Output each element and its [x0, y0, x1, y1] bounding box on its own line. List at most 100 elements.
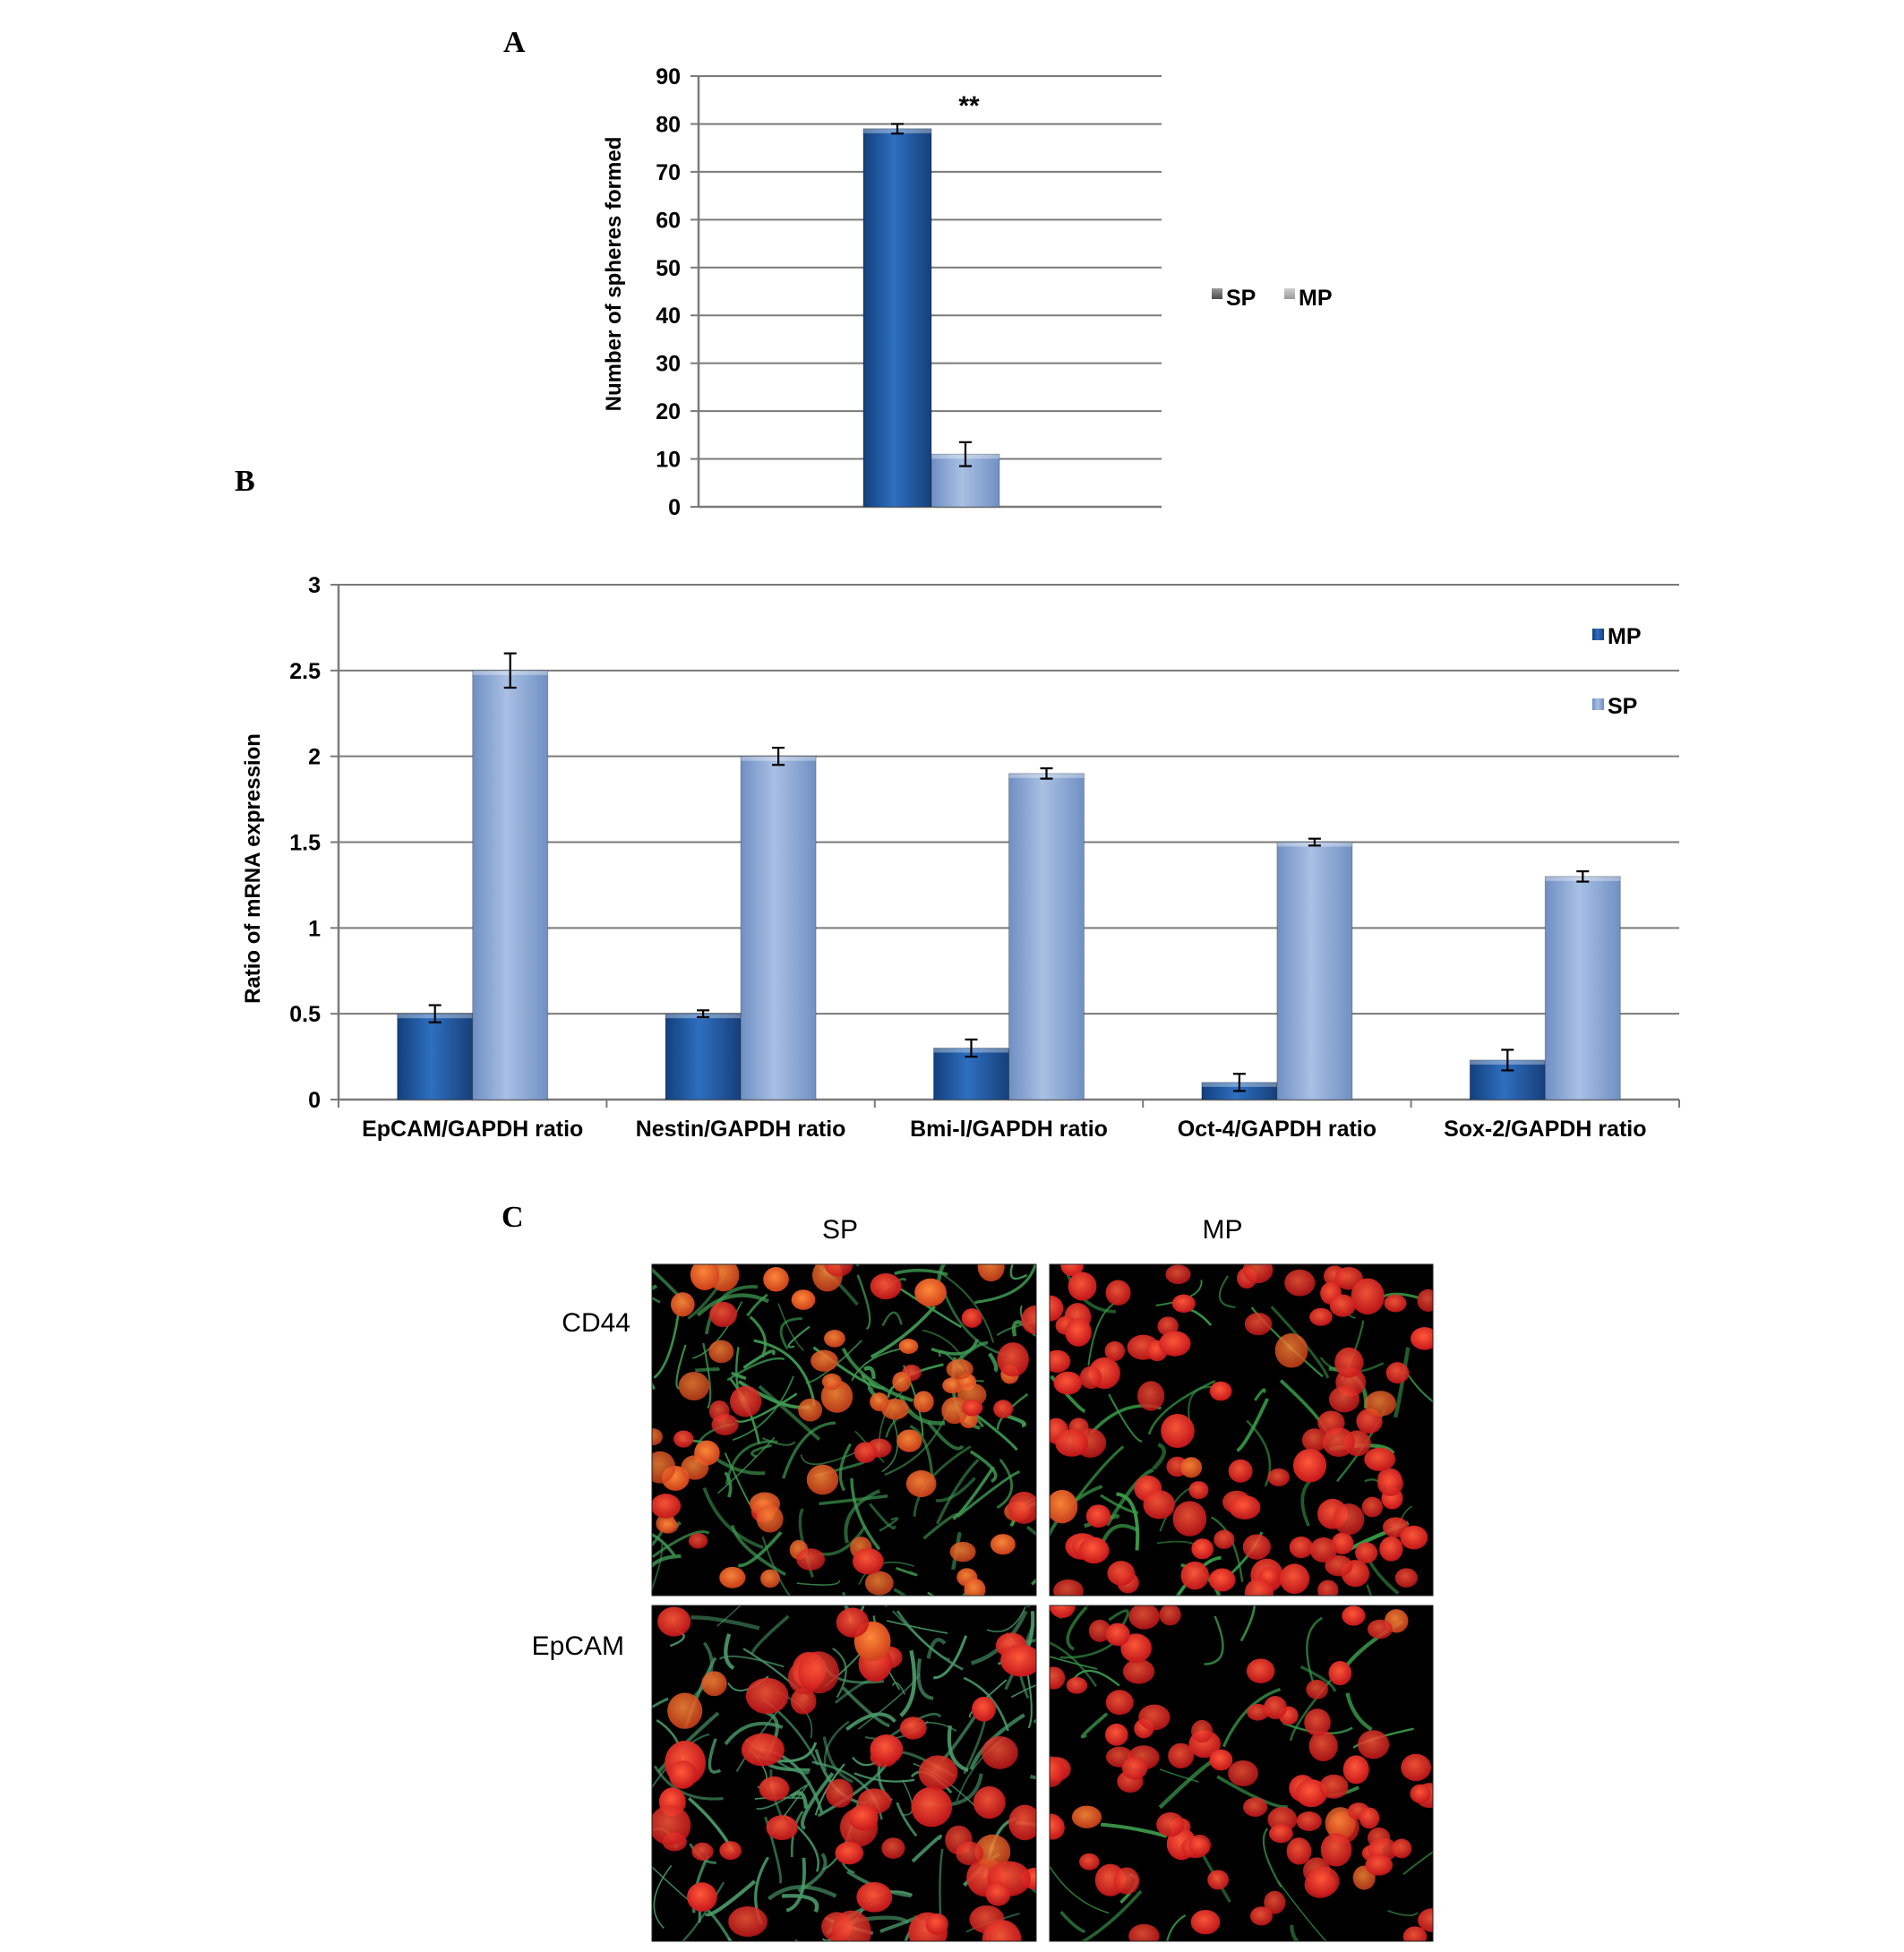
cell-nucleus	[1065, 1318, 1092, 1347]
cell-nucleus	[1307, 1866, 1340, 1896]
chart-b-bar-mp	[665, 1013, 742, 1100]
cell-membrane-stroke	[855, 1264, 860, 1267]
cell-membrane-stroke	[841, 1348, 913, 1403]
chart-b-x-tick-label: Oct-4/GAPDH ratio	[1178, 1117, 1377, 1142]
chart-b-y-axis-label: Ratio of mRNA expression	[241, 733, 265, 1004]
cell-membrane-stroke	[879, 1517, 899, 1532]
cell-nucleus	[1050, 1295, 1064, 1322]
cell-membrane-stroke	[969, 1450, 998, 1484]
cell-nucleus	[1264, 1890, 1286, 1914]
cell-nucleus	[982, 1735, 1018, 1769]
cell-nucleus	[728, 1906, 768, 1938]
chart-a-y-ticks: 0 10 20 30 40 50 60 70 80 90	[656, 64, 699, 520]
cell-nucleus	[1104, 1340, 1125, 1361]
cell-nucleus	[1333, 1503, 1365, 1536]
micrograph-cd44-sp	[651, 1263, 1037, 1597]
cell-nucleus	[1250, 1906, 1273, 1926]
cell-nucleus	[806, 1464, 839, 1495]
cell-membrane-stroke	[916, 1658, 934, 1700]
cell-membrane-stroke	[926, 1638, 947, 1659]
cell-nucleus	[1085, 1504, 1111, 1528]
cell-membrane-stroke	[947, 1725, 969, 1772]
chart-a-legend: SP MP	[1212, 286, 1333, 311]
cell-nucleus	[1325, 1807, 1356, 1840]
cell-nucleus	[1359, 1807, 1380, 1829]
cell-nucleus	[1008, 1491, 1036, 1524]
cell-nucleus	[1361, 1496, 1383, 1518]
cell-nucleus	[1246, 1658, 1275, 1683]
cell-nucleus	[1071, 1805, 1102, 1828]
cell-nucleus	[1417, 1288, 1433, 1312]
cell-nucleus	[1279, 1563, 1310, 1595]
cell-nucleus	[942, 1377, 964, 1394]
cell-nucleus	[1274, 1332, 1308, 1368]
cell-nucleus	[691, 1842, 714, 1861]
cell-membrane-stroke	[861, 1374, 877, 1389]
cell-nucleus	[709, 1301, 737, 1328]
cell-membrane-stroke	[724, 1452, 751, 1505]
cell-nucleus	[1207, 1870, 1229, 1890]
cell-nucleus	[1180, 1561, 1209, 1590]
cell-membrane-stroke	[1066, 1605, 1088, 1651]
cell-membrane-stroke	[931, 1339, 979, 1356]
cell-nucleus	[690, 1264, 720, 1290]
cell-nucleus	[1392, 1838, 1412, 1859]
cell-nucleus	[1050, 1489, 1078, 1524]
cell-nucleus	[1104, 1723, 1128, 1746]
chart-a-bar-sp	[862, 128, 932, 508]
chart-b-x-tick-label: EpCAM/GAPDH ratio	[362, 1117, 583, 1142]
cell-membrane-stroke	[823, 1720, 850, 1771]
cell-nucleus	[1105, 1280, 1131, 1306]
cell-membrane-stroke	[1166, 1913, 1187, 1941]
chart-a-y-tick-label: 20	[656, 399, 681, 424]
cell-nucleus	[881, 1837, 905, 1859]
cell-nucleus	[1021, 1305, 1036, 1335]
cell-membrane-stroke	[881, 1411, 898, 1473]
cell-nucleus	[1191, 1538, 1214, 1560]
cell-nucleus	[1247, 1703, 1269, 1721]
chart-b-y-tick-label: 2	[308, 745, 321, 770]
micrograph-frame	[651, 1605, 1037, 1942]
cell-membrane-stroke	[860, 1605, 865, 1613]
chart-a: 0 10 20 30 40 50 60 70 80 90 Number of spheres fo…	[602, 64, 1333, 520]
cell-nucleus	[1159, 1331, 1191, 1357]
cell-membrane-stroke	[1105, 1468, 1154, 1527]
cell-membrane-stroke	[734, 1392, 798, 1423]
chart-b-bar-sp	[472, 670, 549, 1100]
cell-membrane-stroke	[1116, 1492, 1140, 1551]
cell-nucleus	[1401, 1753, 1431, 1782]
chart-b-error-bar-mp	[697, 1009, 710, 1019]
cell-nucleus	[864, 1571, 894, 1596]
cell-nucleus	[1128, 1923, 1160, 1941]
cell-membrane-stroke	[911, 1834, 942, 1863]
chart-a-significance-annotation: **	[958, 91, 980, 121]
cell-membrane-stroke	[750, 1614, 790, 1655]
cell-membrane-stroke	[974, 1264, 1036, 1305]
cell-nucleus	[1328, 1385, 1360, 1413]
chart-b-legend-swatch-mp	[1592, 629, 1604, 640]
cell-membrane-stroke	[742, 1349, 776, 1369]
chart-b-x-ticks: EpCAM/GAPDH ratio Nestin/GAPDH ratio Bmi-l…	[338, 1100, 1680, 1142]
cell-membrane-stroke	[899, 1649, 917, 1717]
cell-nucleus	[974, 1834, 1011, 1870]
cell-nucleus	[1105, 1622, 1130, 1647]
chart-b-error-bar-mp	[1501, 1049, 1514, 1072]
chart-b-error-bar-mp	[1232, 1073, 1246, 1092]
cell-membrane-stroke	[1010, 1684, 1036, 1699]
cell-membrane-stroke	[1246, 1419, 1272, 1487]
cell-nucleus	[1384, 1294, 1407, 1313]
cell-nucleus	[1304, 1708, 1331, 1736]
cell-nucleus	[1264, 1696, 1287, 1719]
cell-membrane-stroke	[892, 1610, 950, 1660]
cell-nucleus	[1242, 1264, 1274, 1284]
cell-nucleus	[1267, 1468, 1290, 1486]
cell-nucleus	[1159, 1605, 1181, 1626]
cell-membrane-stroke	[787, 1325, 810, 1348]
cell-nucleus	[905, 1470, 937, 1497]
cell-membrane-stroke	[653, 1309, 681, 1379]
cell-membrane-stroke	[885, 1409, 913, 1438]
chart-b-bar-sp	[1544, 876, 1621, 1100]
cell-nucleus	[745, 1677, 789, 1715]
cell-membrane-stroke	[1277, 1880, 1327, 1941]
chart-b-error-bar-sp	[1308, 837, 1321, 847]
